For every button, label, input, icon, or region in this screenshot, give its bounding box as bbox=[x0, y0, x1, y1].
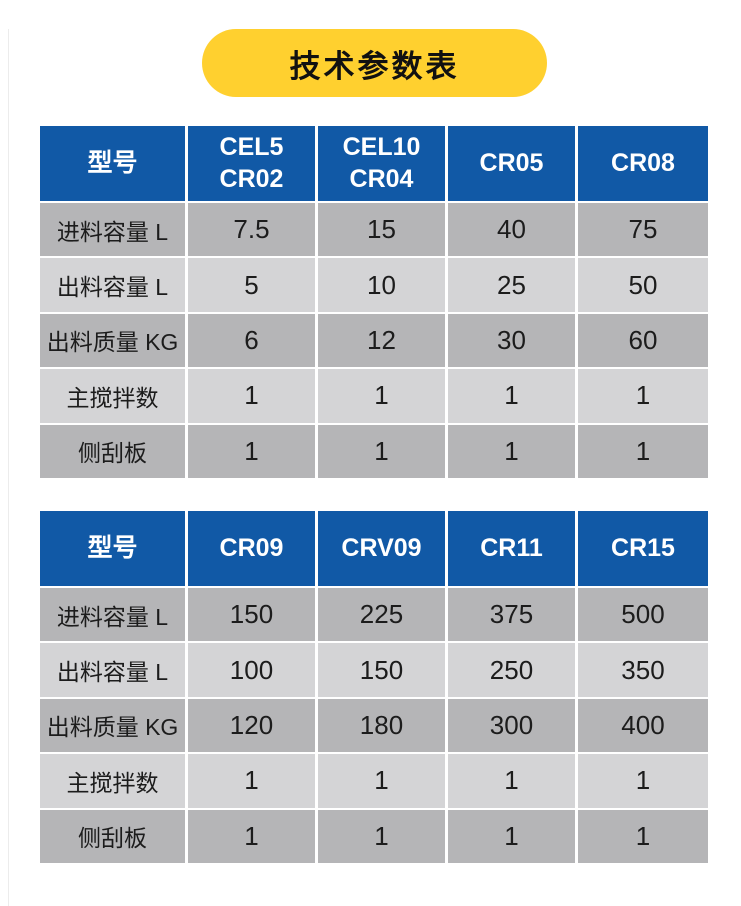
value-cell: 1 bbox=[318, 754, 448, 810]
value-cell: 225 bbox=[318, 587, 448, 644]
value-cell: 1 bbox=[188, 754, 318, 810]
value-cell: 400 bbox=[578, 698, 708, 755]
value-cell: 1 bbox=[448, 754, 578, 810]
table-row: 主搅拌数 1 1 1 1 bbox=[40, 369, 708, 425]
value-cell: 350 bbox=[578, 643, 708, 699]
table-row: 出料质量 KG 6 12 30 60 bbox=[40, 313, 708, 370]
header-row: 型号 CR09 CRV09 CR11 CR15 bbox=[40, 510, 708, 588]
row-label: 主搅拌数 bbox=[40, 754, 188, 810]
value-cell: 30 bbox=[448, 313, 578, 370]
value-cell: 7.5 bbox=[188, 203, 318, 259]
table-row: 侧刮板 1 1 1 1 bbox=[40, 809, 708, 865]
column-header: CEL5 CR02 bbox=[188, 126, 318, 203]
row-label: 出料容量 L bbox=[40, 643, 188, 699]
table-row: 进料容量 L 7.5 15 40 75 bbox=[40, 203, 708, 259]
column-header: CR09 bbox=[188, 510, 318, 588]
value-cell: 10 bbox=[318, 258, 448, 314]
value-cell: 1 bbox=[318, 369, 448, 425]
header-row: 型号 CEL5 CR02 CEL10 CR04 CR05 CR08 bbox=[40, 126, 708, 203]
row-label: 侧刮板 bbox=[40, 424, 188, 480]
value-cell: 1 bbox=[448, 424, 578, 480]
value-cell: 1 bbox=[578, 754, 708, 810]
row-label: 进料容量 L bbox=[40, 203, 188, 259]
column-header: CR11 bbox=[448, 510, 578, 588]
column-header: CEL10 CR04 bbox=[318, 126, 448, 203]
spec-table: 型号 CEL5 CR02 CEL10 CR04 CR05 CR08 进料容量 L 7.5 15 4… bbox=[40, 126, 708, 480]
column-header: CRV09 bbox=[318, 510, 448, 588]
value-cell: 1 bbox=[188, 809, 318, 865]
value-cell: 1 bbox=[188, 369, 318, 425]
table-row: 侧刮板 1 1 1 1 bbox=[40, 424, 708, 480]
value-cell: 12 bbox=[318, 313, 448, 370]
row-label: 出料容量 L bbox=[40, 258, 188, 314]
value-cell: 1 bbox=[318, 809, 448, 865]
table-row: 出料质量 KG 120 180 300 400 bbox=[40, 698, 708, 755]
table-row: 主搅拌数 1 1 1 1 bbox=[40, 754, 708, 810]
row-label: 出料质量 KG bbox=[40, 313, 188, 370]
value-cell: 60 bbox=[578, 313, 708, 370]
value-cell: 150 bbox=[188, 587, 318, 644]
value-cell: 1 bbox=[448, 809, 578, 865]
value-cell: 120 bbox=[188, 698, 318, 755]
value-cell: 1 bbox=[578, 424, 708, 480]
value-cell: 1 bbox=[448, 369, 578, 425]
column-header: CR08 bbox=[578, 126, 708, 203]
value-cell: 1 bbox=[578, 809, 708, 865]
value-cell: 100 bbox=[188, 643, 318, 699]
value-cell: 250 bbox=[448, 643, 578, 699]
tables-container: 型号 CEL5 CR02 CEL10 CR04 CR05 CR08 进料容量 L 7.5 15 4… bbox=[0, 126, 741, 865]
table-row: 出料容量 L 100 150 250 350 bbox=[40, 643, 708, 699]
model-column-header: 型号 bbox=[40, 510, 188, 588]
table-row: 进料容量 L 150 225 375 500 bbox=[40, 587, 708, 644]
value-cell: 5 bbox=[188, 258, 318, 314]
table-row: 出料容量 L 5 10 25 50 bbox=[40, 258, 708, 314]
value-cell: 15 bbox=[318, 203, 448, 259]
row-label: 进料容量 L bbox=[40, 587, 188, 644]
page-edge-line bbox=[8, 29, 9, 906]
column-header: CR05 bbox=[448, 126, 578, 203]
column-header: CR15 bbox=[578, 510, 708, 588]
value-cell: 1 bbox=[188, 424, 318, 480]
value-cell: 25 bbox=[448, 258, 578, 314]
value-cell: 150 bbox=[318, 643, 448, 699]
value-cell: 6 bbox=[188, 313, 318, 370]
row-label: 侧刮板 bbox=[40, 809, 188, 865]
value-cell: 1 bbox=[578, 369, 708, 425]
value-cell: 50 bbox=[578, 258, 708, 314]
row-label: 出料质量 KG bbox=[40, 698, 188, 755]
title-badge: 技术参数表 bbox=[202, 29, 547, 97]
value-cell: 375 bbox=[448, 587, 578, 644]
value-cell: 40 bbox=[448, 203, 578, 259]
value-cell: 180 bbox=[318, 698, 448, 755]
value-cell: 300 bbox=[448, 698, 578, 755]
value-cell: 75 bbox=[578, 203, 708, 259]
value-cell: 500 bbox=[578, 587, 708, 644]
row-label: 主搅拌数 bbox=[40, 369, 188, 425]
page-title: 技术参数表 bbox=[289, 48, 460, 84]
model-column-header: 型号 bbox=[40, 126, 188, 203]
spec-table: 型号 CR09 CRV09 CR11 CR15 进料容量 L 150 225 375 500 出料… bbox=[40, 510, 708, 865]
value-cell: 1 bbox=[318, 424, 448, 480]
